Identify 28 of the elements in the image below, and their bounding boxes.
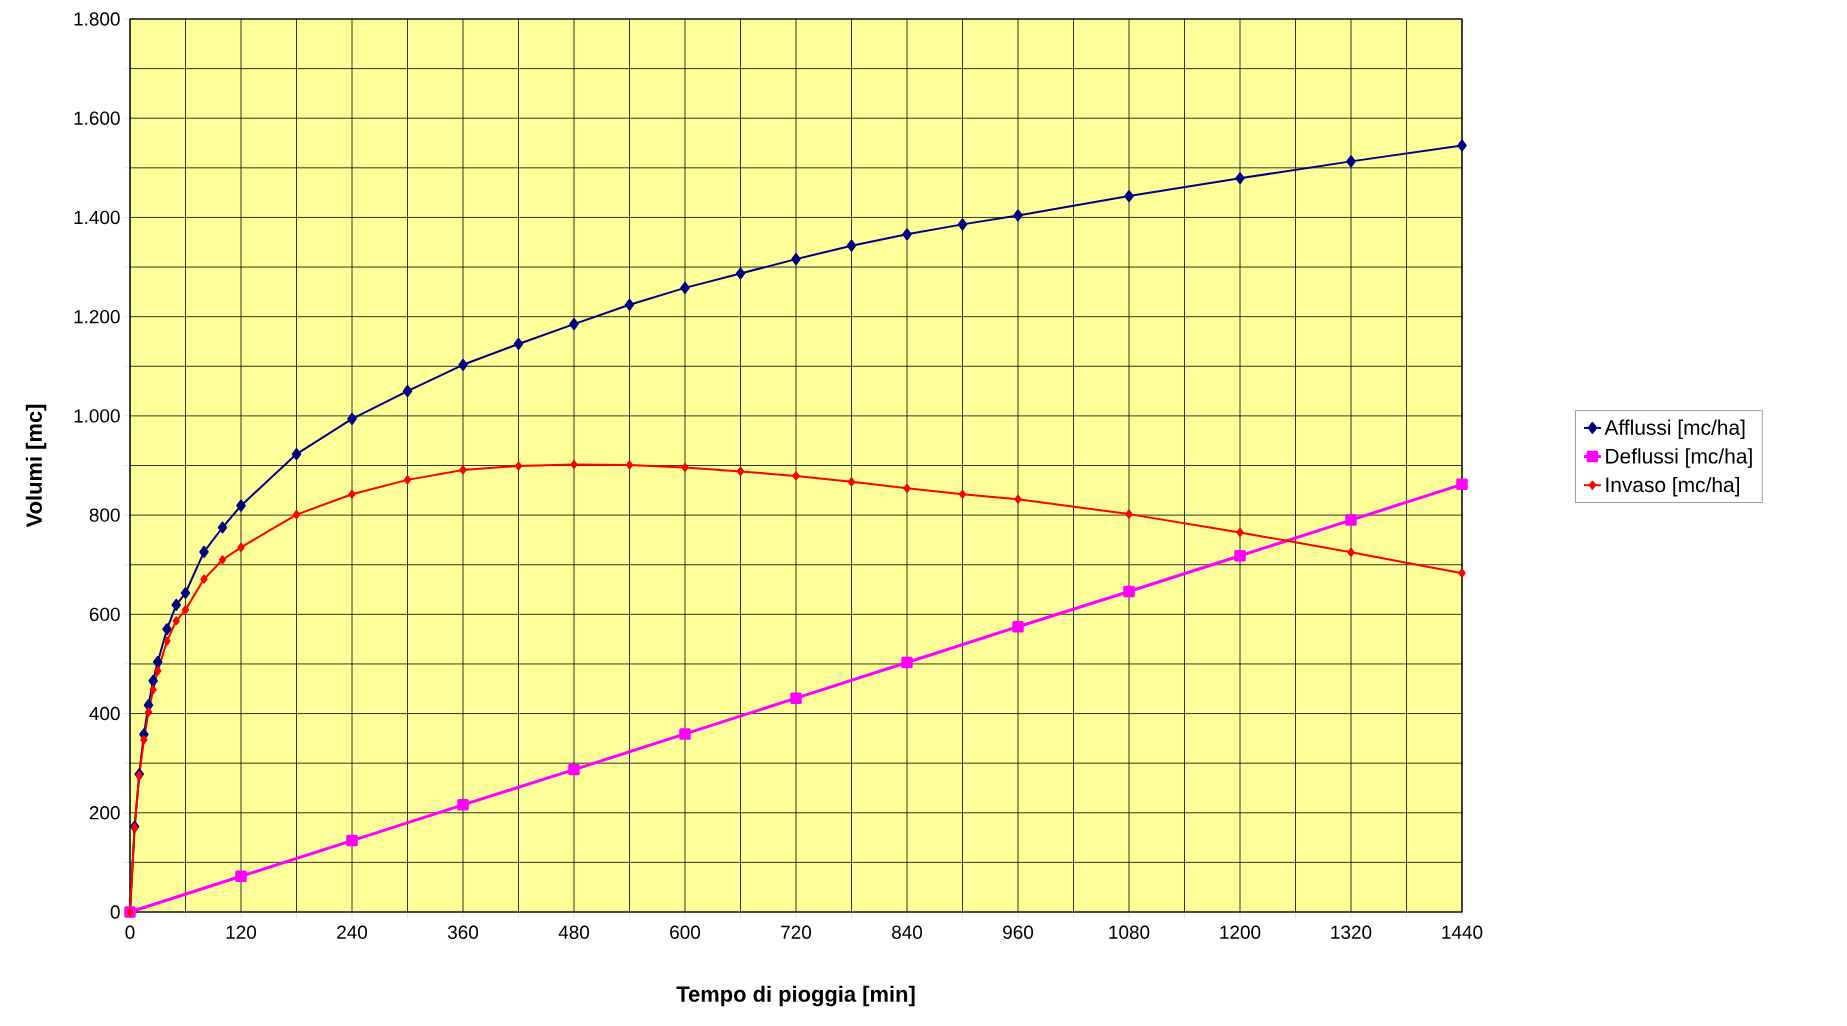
x-tick-label: 120 xyxy=(226,925,257,939)
x-tick-label: 960 xyxy=(1003,925,1034,939)
y-tick-label: 1.400 xyxy=(74,210,120,225)
y-tick-label: 400 xyxy=(89,706,120,721)
x-tick-label: 840 xyxy=(892,925,923,939)
x-tick-label: 1320 xyxy=(1331,925,1372,939)
y-tick-label: 800 xyxy=(89,508,120,522)
y-tick-label: 200 xyxy=(89,806,120,820)
legend-label: Deflussi [mc/ha] xyxy=(1606,448,1752,468)
x-tick-label: 1200 xyxy=(1220,925,1261,939)
x-tick-label: 480 xyxy=(558,925,590,939)
y-tick-label: 600 xyxy=(89,607,120,622)
x-tick-label: 1080 xyxy=(1109,925,1150,939)
x-axis-title: Tempo di pioggia [min] xyxy=(676,985,915,1007)
y-tick-label: 1.600 xyxy=(74,111,120,125)
y-tick-label: 1.800 xyxy=(74,12,120,26)
legend-label: Afflussi [mc/ha] xyxy=(1604,419,1745,440)
x-tick-label: 1440 xyxy=(1442,925,1483,939)
legend-label: Invaso [mc/ha] xyxy=(1606,476,1739,497)
y-tick-label: 1.200 xyxy=(74,309,120,324)
x-tick-label: 240 xyxy=(337,925,368,939)
y-tick-label: 1.000 xyxy=(74,409,120,423)
y-tick-label: 0 xyxy=(110,905,120,919)
y-axis-title: Volumi [mc] xyxy=(25,404,47,528)
x-tick-label: 600 xyxy=(670,925,701,939)
x-tick-label: 720 xyxy=(781,925,812,939)
x-tick-label: 0 xyxy=(125,925,135,939)
x-tick-label: 360 xyxy=(447,925,479,939)
